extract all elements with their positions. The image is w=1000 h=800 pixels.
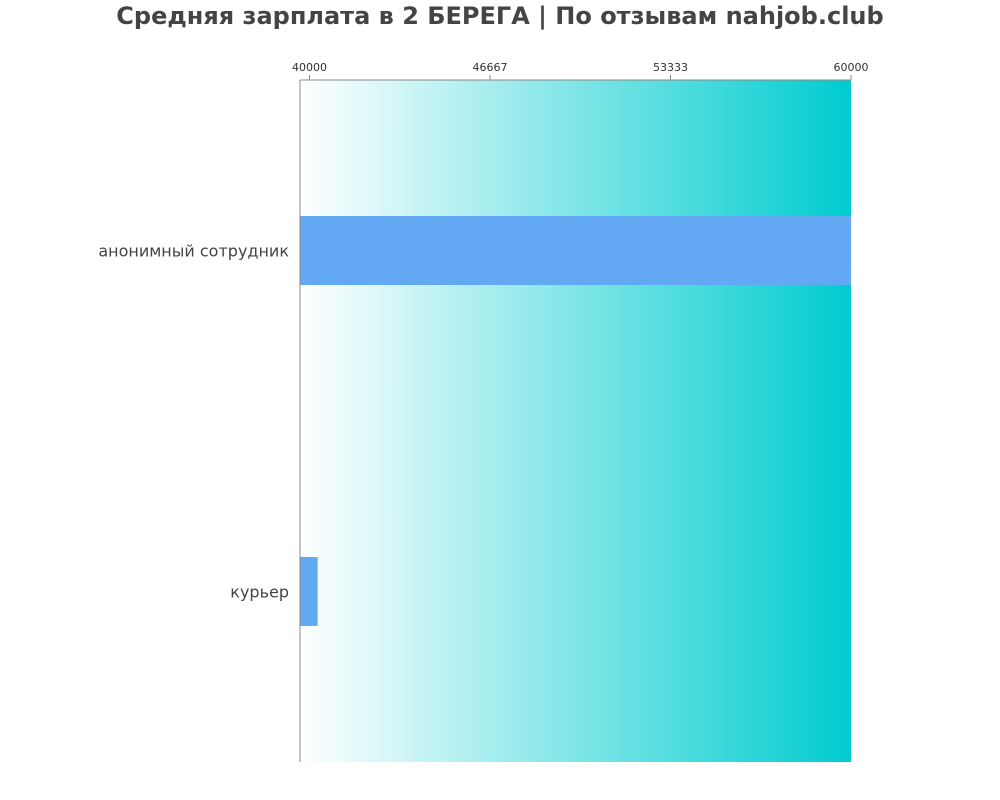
x-tick-label: 40000 <box>292 61 327 74</box>
x-tick-label: 46667 <box>472 61 507 74</box>
bar <box>300 216 851 285</box>
bars-group <box>300 216 851 626</box>
category-labels: анонимный сотрудник курьер <box>98 242 289 602</box>
x-tick-label: 53333 <box>653 61 688 74</box>
category-label: курьер <box>230 583 289 602</box>
chart-title: Средняя зарплата в 2 БЕРЕГА | По отзывам… <box>116 2 884 30</box>
category-label: анонимный сотрудник <box>98 242 289 261</box>
x-tick-label: 60000 <box>834 61 869 74</box>
x-axis: 40000 46667 53333 60000 <box>292 61 869 762</box>
plot-background <box>300 80 851 762</box>
bar <box>300 557 318 626</box>
